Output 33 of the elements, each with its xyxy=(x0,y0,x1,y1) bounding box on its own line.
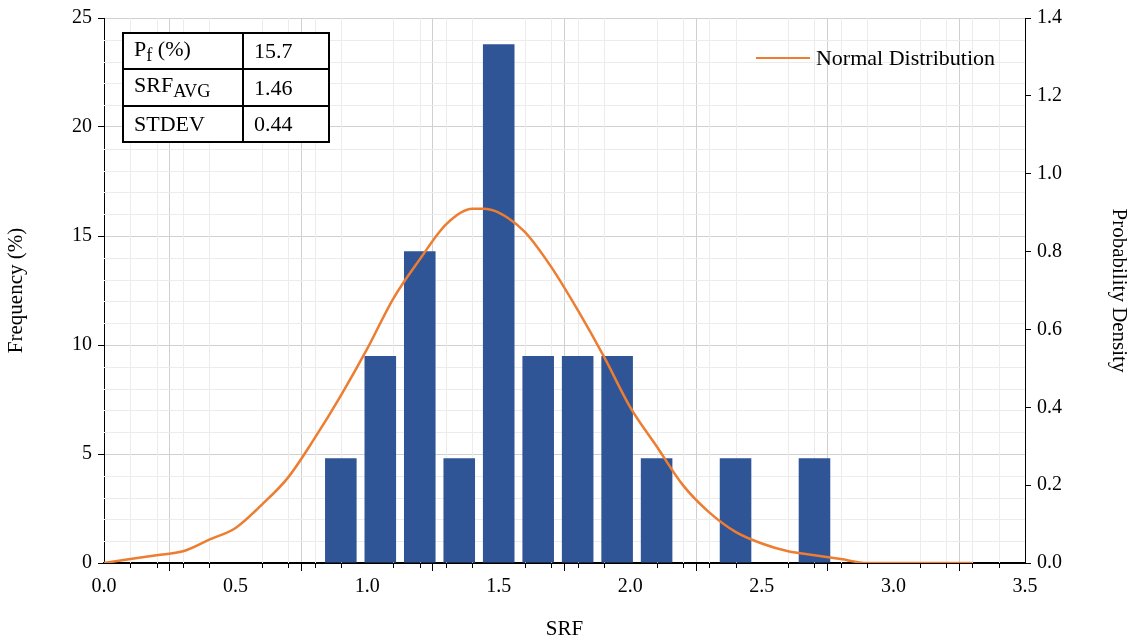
annotation: 1.46 xyxy=(243,69,329,106)
x-tick-label: 0.5 xyxy=(223,574,249,597)
y2-tick-label: 1.0 xyxy=(1037,160,1062,183)
legend-label: Normal Distribution xyxy=(815,45,995,71)
y2-tick-label: 0.2 xyxy=(1037,472,1062,495)
y-tick-label: 15 xyxy=(72,223,92,246)
y-axis-title: Frequency (%) xyxy=(3,227,28,354)
y-tick-label: 5 xyxy=(82,441,92,464)
y-tick-label: 0 xyxy=(82,550,92,573)
annotation: 0.44 xyxy=(243,105,329,142)
x-tick-label: 3.0 xyxy=(880,574,906,597)
annotation: 15.7 xyxy=(243,33,329,70)
x-tick-label: 2.0 xyxy=(617,574,643,597)
y2-tick-label: 0.0 xyxy=(1037,550,1062,573)
y-tick-label: 20 xyxy=(72,114,92,137)
y-tick-label: 25 xyxy=(72,5,92,28)
y2-tick-label: 0.8 xyxy=(1037,238,1062,261)
y-tick-label: 10 xyxy=(72,332,92,355)
x-tick-label: 1.5 xyxy=(486,574,512,597)
y2-tick-label: 0.4 xyxy=(1037,394,1062,417)
y2-tick-label: 1.4 xyxy=(1037,5,1062,28)
y2-tick-label: 0.6 xyxy=(1037,316,1062,339)
annotation: P$_{f}$ (%) xyxy=(123,33,243,70)
x-axis-title: SRF xyxy=(545,615,584,640)
x-tick-label: 0.0 xyxy=(91,574,117,597)
y2-tick-label: 1.2 xyxy=(1037,83,1062,106)
x-tick-label: 3.5 xyxy=(1012,574,1038,597)
x-tick-label: 1.0 xyxy=(354,574,380,597)
y2-axis-title: Probability Density xyxy=(1107,208,1132,373)
annotation: STDEV xyxy=(123,105,243,142)
x-tick-label: 2.5 xyxy=(749,574,775,597)
line-series xyxy=(104,207,974,563)
annotation: SRF$_{AVG}$ xyxy=(123,69,243,106)
